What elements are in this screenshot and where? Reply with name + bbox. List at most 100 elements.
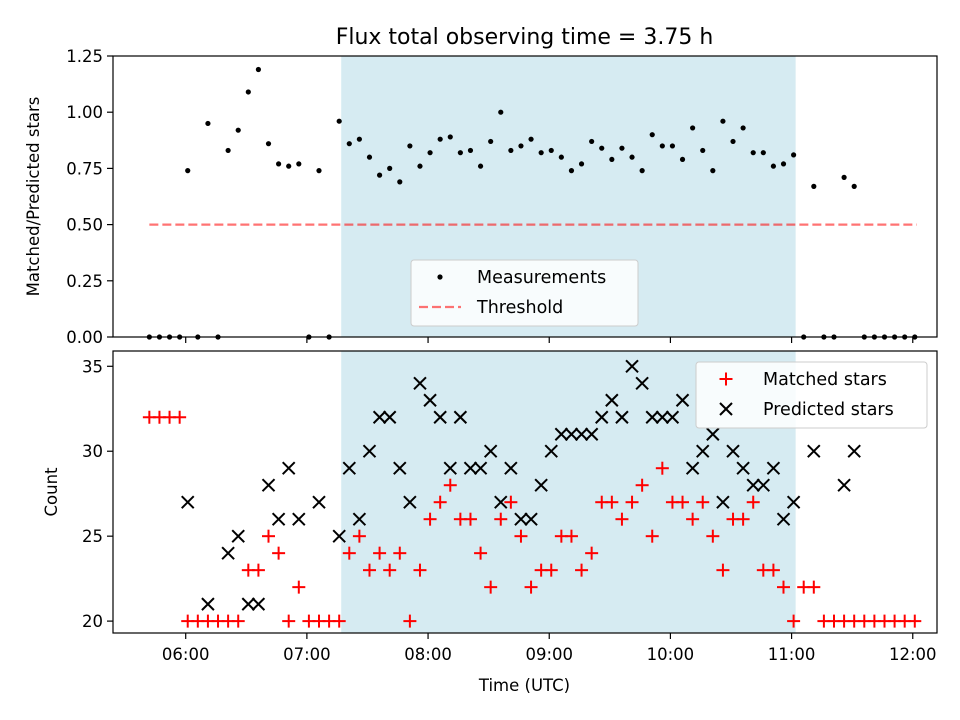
measurement-point bbox=[851, 183, 857, 189]
measurement-point bbox=[346, 141, 352, 147]
x-tick-label: 07:00 bbox=[283, 645, 331, 664]
measurement-point bbox=[770, 163, 777, 169]
measurement-point bbox=[366, 154, 373, 160]
predicted-star-point bbox=[201, 597, 215, 611]
measurement-point bbox=[437, 136, 443, 142]
bottom-panel: 20 25 30 35 06:00 07:00 08:00 09:00 10:00 11:00 1… bbox=[42, 350, 938, 695]
measurement-point bbox=[417, 163, 423, 169]
measurement-point bbox=[811, 183, 817, 189]
predicted-star-point bbox=[312, 495, 326, 509]
predicted-star-point bbox=[231, 529, 245, 543]
measurement-point bbox=[407, 143, 413, 149]
matched-star-point bbox=[463, 512, 477, 526]
predicted-star-point bbox=[776, 512, 791, 526]
legend-measurements-label: Measurements bbox=[477, 268, 606, 288]
predicted-star-point bbox=[615, 410, 629, 424]
y-tick-label: 0.25 bbox=[66, 272, 103, 291]
predicted-star-point bbox=[473, 461, 488, 475]
predicted-star-point bbox=[393, 461, 407, 475]
top-y-axis-label: Matched/Predicted stars bbox=[24, 97, 43, 297]
measurement-point bbox=[679, 156, 686, 163]
predicted-star-point bbox=[281, 461, 296, 475]
bottom-legend-box bbox=[695, 361, 928, 429]
measurement-point bbox=[457, 150, 463, 156]
legend-measurements-marker bbox=[437, 274, 443, 280]
predicted-star-point bbox=[352, 512, 367, 526]
measurement-point bbox=[649, 132, 655, 138]
measurement-point bbox=[235, 127, 241, 133]
predicted-star-point bbox=[847, 444, 861, 458]
measurement-point bbox=[568, 168, 575, 174]
x-tick-label: 09:00 bbox=[525, 645, 573, 664]
measurement-point bbox=[710, 168, 716, 174]
measurement-point bbox=[700, 147, 706, 154]
matched-star-point bbox=[383, 563, 397, 577]
legend-predicted-label: Predicted stars bbox=[763, 400, 894, 420]
measurement-point bbox=[609, 156, 615, 163]
measurement-point bbox=[276, 161, 282, 167]
y-tick-label: 35 bbox=[82, 357, 103, 376]
matched-star-point bbox=[443, 478, 457, 492]
predicted-star-point bbox=[241, 597, 256, 611]
measurement-point bbox=[730, 138, 736, 145]
predicted-star-point bbox=[786, 495, 801, 509]
matched-star-point bbox=[292, 580, 306, 594]
matched-star-point bbox=[787, 614, 801, 628]
y-tick-label: 0.00 bbox=[66, 328, 103, 347]
predicted-star-point bbox=[372, 410, 387, 424]
matched-star-point bbox=[352, 529, 366, 543]
matched-star-point bbox=[362, 563, 376, 577]
predicted-star-point bbox=[574, 427, 589, 441]
predicted-star-point bbox=[807, 444, 821, 458]
matched-star-point bbox=[514, 529, 528, 543]
matched-star-point bbox=[272, 546, 286, 560]
top-x-ticks bbox=[185, 337, 914, 343]
predicted-star-point bbox=[837, 478, 851, 492]
measurement-point bbox=[619, 145, 625, 151]
predicted-star-point bbox=[332, 529, 346, 543]
matched-star-point bbox=[251, 563, 265, 577]
predicted-star-point bbox=[544, 444, 558, 458]
measurement-point bbox=[387, 165, 393, 171]
matched-star-point bbox=[564, 529, 578, 543]
matched-star-point bbox=[676, 495, 690, 509]
predicted-star-point bbox=[504, 461, 518, 475]
measurement-point bbox=[477, 163, 484, 169]
measurement-point bbox=[296, 161, 302, 167]
x-axis-label: Time (UTC) bbox=[478, 676, 570, 695]
measurement-point bbox=[518, 143, 524, 149]
predicted-star-point bbox=[423, 393, 437, 407]
predicted-star-point bbox=[382, 410, 397, 424]
y-tick-label: 1.00 bbox=[66, 103, 103, 122]
measurement-point bbox=[589, 138, 595, 145]
matched-star-point bbox=[544, 563, 558, 577]
predicted-star-point bbox=[584, 427, 599, 441]
matched-star-point bbox=[585, 546, 599, 560]
measurement-point bbox=[629, 154, 635, 160]
matched-star-point bbox=[645, 529, 659, 543]
y-tick-label: 30 bbox=[82, 442, 103, 461]
measurement-point bbox=[750, 150, 756, 156]
y-tick-label: 1.25 bbox=[66, 47, 103, 66]
predicted-star-point bbox=[655, 410, 670, 424]
predicted-star-point bbox=[433, 410, 447, 424]
matched-star-point bbox=[655, 461, 669, 475]
predicted-star-point bbox=[463, 461, 478, 475]
predicted-star-point bbox=[251, 597, 266, 611]
measurement-point bbox=[356, 136, 362, 142]
measurement-point bbox=[659, 143, 665, 149]
predicted-star-point bbox=[564, 427, 579, 441]
matched-star-point bbox=[908, 614, 922, 628]
matched-star-point bbox=[282, 614, 296, 628]
measurement-point bbox=[780, 161, 787, 167]
measurement-point bbox=[538, 150, 544, 156]
matched-star-point bbox=[686, 512, 700, 526]
measurement-point bbox=[791, 152, 797, 158]
measurement-point bbox=[639, 168, 645, 174]
measurement-point bbox=[467, 147, 474, 154]
bottom-legend: Matched stars Predicted stars bbox=[695, 361, 928, 429]
predicted-star-point bbox=[403, 495, 417, 509]
bottom-points-layer bbox=[142, 359, 922, 628]
measurement-point bbox=[720, 118, 726, 124]
top-legend-box bbox=[410, 259, 639, 327]
